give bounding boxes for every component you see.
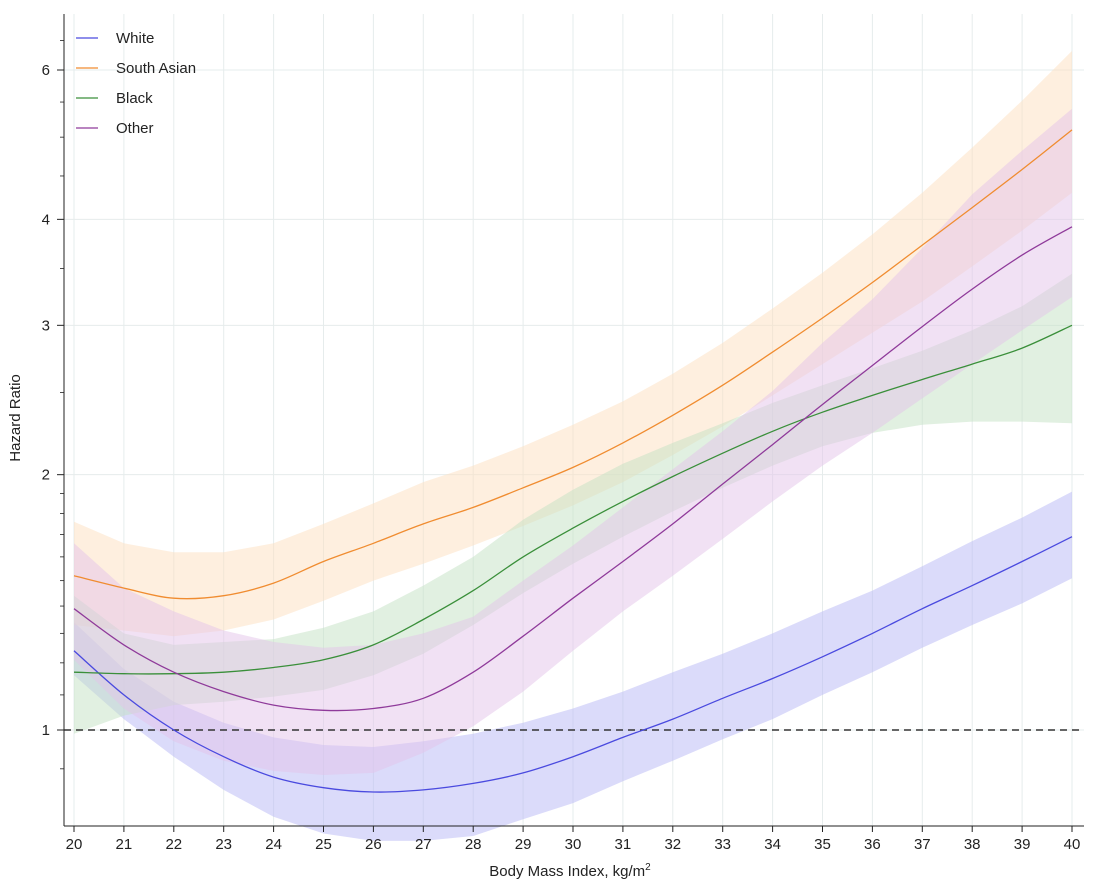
y-tick-label: 2 bbox=[42, 467, 50, 484]
x-tick-label: 32 bbox=[664, 836, 681, 853]
confidence-bands bbox=[74, 50, 1072, 841]
y-tick-label: 3 bbox=[42, 317, 50, 334]
x-tick-label: 36 bbox=[864, 836, 881, 853]
legend-label: Black bbox=[116, 90, 153, 107]
x-tick-label: 40 bbox=[1064, 836, 1081, 853]
x-tick-label: 35 bbox=[814, 836, 831, 853]
x-tick-label: 38 bbox=[964, 836, 981, 853]
x-tick-label: 25 bbox=[315, 836, 332, 853]
y-axis-title: Hazard Ratio bbox=[7, 374, 24, 462]
x-tick-label: 39 bbox=[1014, 836, 1031, 853]
legend: White South Asian Black Other bbox=[76, 30, 196, 137]
x-axis-ticks: 20 21 22 23 24 25 26 27 28 29 30 31 32 33 34 35 36 37 38 39… bbox=[66, 826, 1081, 853]
x-tick-label: 37 bbox=[914, 836, 931, 853]
legend-label: South Asian bbox=[116, 60, 196, 77]
x-tick-label: 26 bbox=[365, 836, 382, 853]
x-tick-label: 23 bbox=[215, 836, 232, 853]
x-axis-title: Body Mass Index, kg/m2 bbox=[489, 862, 651, 880]
x-tick-label: 34 bbox=[764, 836, 781, 853]
x-tick-label: 30 bbox=[565, 836, 582, 853]
x-tick-label: 31 bbox=[615, 836, 632, 853]
x-tick-label: 28 bbox=[465, 836, 482, 853]
axes bbox=[63, 14, 1084, 827]
x-tick-label: 20 bbox=[66, 836, 83, 853]
line-black bbox=[73, 324, 1073, 675]
y-axis-ticks: 1 2 3 4 6 bbox=[42, 40, 64, 770]
y-tick-label: 4 bbox=[42, 211, 50, 228]
line-other bbox=[73, 226, 1073, 712]
x-axis-title-superscript: 2 bbox=[645, 862, 651, 873]
line-white bbox=[73, 536, 1073, 793]
legend-label: Other bbox=[116, 120, 154, 137]
x-tick-label: 22 bbox=[165, 836, 182, 853]
x-tick-label: 27 bbox=[415, 836, 432, 853]
line-south-asian bbox=[73, 129, 1073, 600]
x-tick-label: 24 bbox=[265, 836, 282, 853]
x-tick-label: 29 bbox=[515, 836, 532, 853]
x-tick-label: 33 bbox=[714, 836, 731, 853]
y-tick-label: 1 bbox=[42, 722, 50, 739]
series-lines bbox=[73, 129, 1073, 793]
y-tick-label: 6 bbox=[42, 62, 50, 79]
x-axis-title-text: Body Mass Index, kg/m bbox=[489, 863, 645, 880]
x-tick-label: 21 bbox=[116, 836, 133, 853]
band-south-asian bbox=[74, 50, 1072, 637]
legend-label: White bbox=[116, 30, 154, 47]
band-other bbox=[74, 108, 1072, 776]
